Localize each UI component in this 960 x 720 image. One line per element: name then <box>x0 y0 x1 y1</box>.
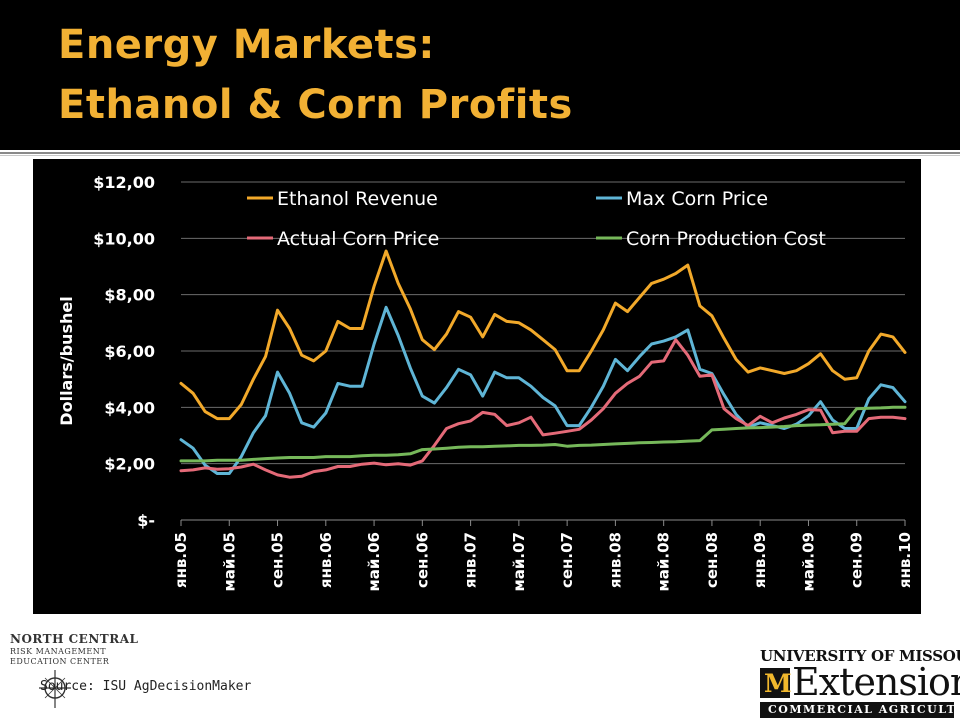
series-line-max-corn-price <box>179 305 907 475</box>
x-tick-label: сен.06 <box>413 532 431 588</box>
legend-label-ethanol-revenue: Ethanol Revenue <box>277 188 438 210</box>
line-chart: $- $2,00 $4,00 $6,00 $8,00 $10,00 $12,00 янв.05… <box>57 173 914 591</box>
series-line-corn-production-cost <box>179 405 907 463</box>
y-tick-label: $6,00 <box>104 342 155 361</box>
compass-icon <box>39 670 71 708</box>
slide-title-line-1: Energy Markets: <box>58 22 435 68</box>
x-tick-label: янв.05 <box>172 532 190 588</box>
mu-logo-bar: COMMERCIAL AGRICULTURE <box>760 702 960 718</box>
header-divider <box>0 152 960 154</box>
x-tick-label: янв.10 <box>896 532 914 588</box>
y-tick-label: $2,00 <box>104 455 155 474</box>
source-note: Source: ISU AgDecisionMaker <box>40 679 252 694</box>
y-tick-label: $4,00 <box>104 398 155 417</box>
y-axis-title: Dollars/bushel <box>57 296 76 425</box>
chart-panel: $- $2,00 $4,00 $6,00 $8,00 $10,00 $12,00 янв.05… <box>33 159 921 614</box>
y-tick-label: $- <box>137 511 155 530</box>
slide-title-line-2: Ethanol & Corn Profits <box>58 82 573 128</box>
legend-label-corn-production-cost: Corn Production Cost <box>626 228 826 250</box>
x-tick-label: янв.08 <box>606 532 624 588</box>
mu-logo-university-name: UNIVERSITY OF MISSOURI <box>760 647 960 665</box>
x-tick-label: май.07 <box>510 532 528 591</box>
mu-logo-mark-letter: M <box>764 669 792 698</box>
mu-logo-extension-word: Extension <box>792 660 960 704</box>
x-tick-label: сен.09 <box>848 532 866 588</box>
y-tick-label: $8,00 <box>104 286 155 305</box>
slide-header: Energy Markets: Ethanol & Corn Profits <box>0 0 960 150</box>
x-tick-label: май.09 <box>799 532 817 591</box>
mu-logo-bar-text: COMMERCIAL AGRICULTURE <box>768 703 960 716</box>
ncrme-logo-line-3: EDUCATION CENTER <box>10 657 110 666</box>
x-tick-label: сен.08 <box>703 532 721 588</box>
x-tick-label: янв.09 <box>751 532 769 588</box>
header-divider-thin <box>0 155 960 156</box>
legend-label-max-corn-price: Max Corn Price <box>626 188 768 210</box>
x-tick-label: май.08 <box>655 532 673 591</box>
ncrme-logo: NORTH CENTRAL RISK MANAGEMENT EDUCATION … <box>6 628 138 718</box>
x-tick-label: сен.05 <box>269 532 287 588</box>
y-tick-label: $12,00 <box>93 173 155 192</box>
mu-extension-logo: UNIVERSITY OF MISSOURI M Extension COMME… <box>758 644 960 720</box>
ncrme-logo-line-1: NORTH CENTRAL <box>10 632 139 646</box>
x-tick-label: май.06 <box>365 532 383 591</box>
ncrme-logo-line-2: RISK MANAGEMENT <box>10 647 107 656</box>
mu-logo-mark: M <box>760 668 792 698</box>
y-tick-label: $10,00 <box>93 229 155 248</box>
legend-label-actual-corn-price: Actual Corn Price <box>277 228 439 250</box>
x-tick-label: сен.07 <box>558 532 576 588</box>
series-line-actual-corn-price <box>179 338 907 479</box>
series-line-ethanol-revenue <box>179 249 907 421</box>
x-tick-label: май.05 <box>220 532 238 591</box>
x-tick-label: янв.07 <box>462 532 480 588</box>
x-tick-label: янв.06 <box>317 532 335 588</box>
